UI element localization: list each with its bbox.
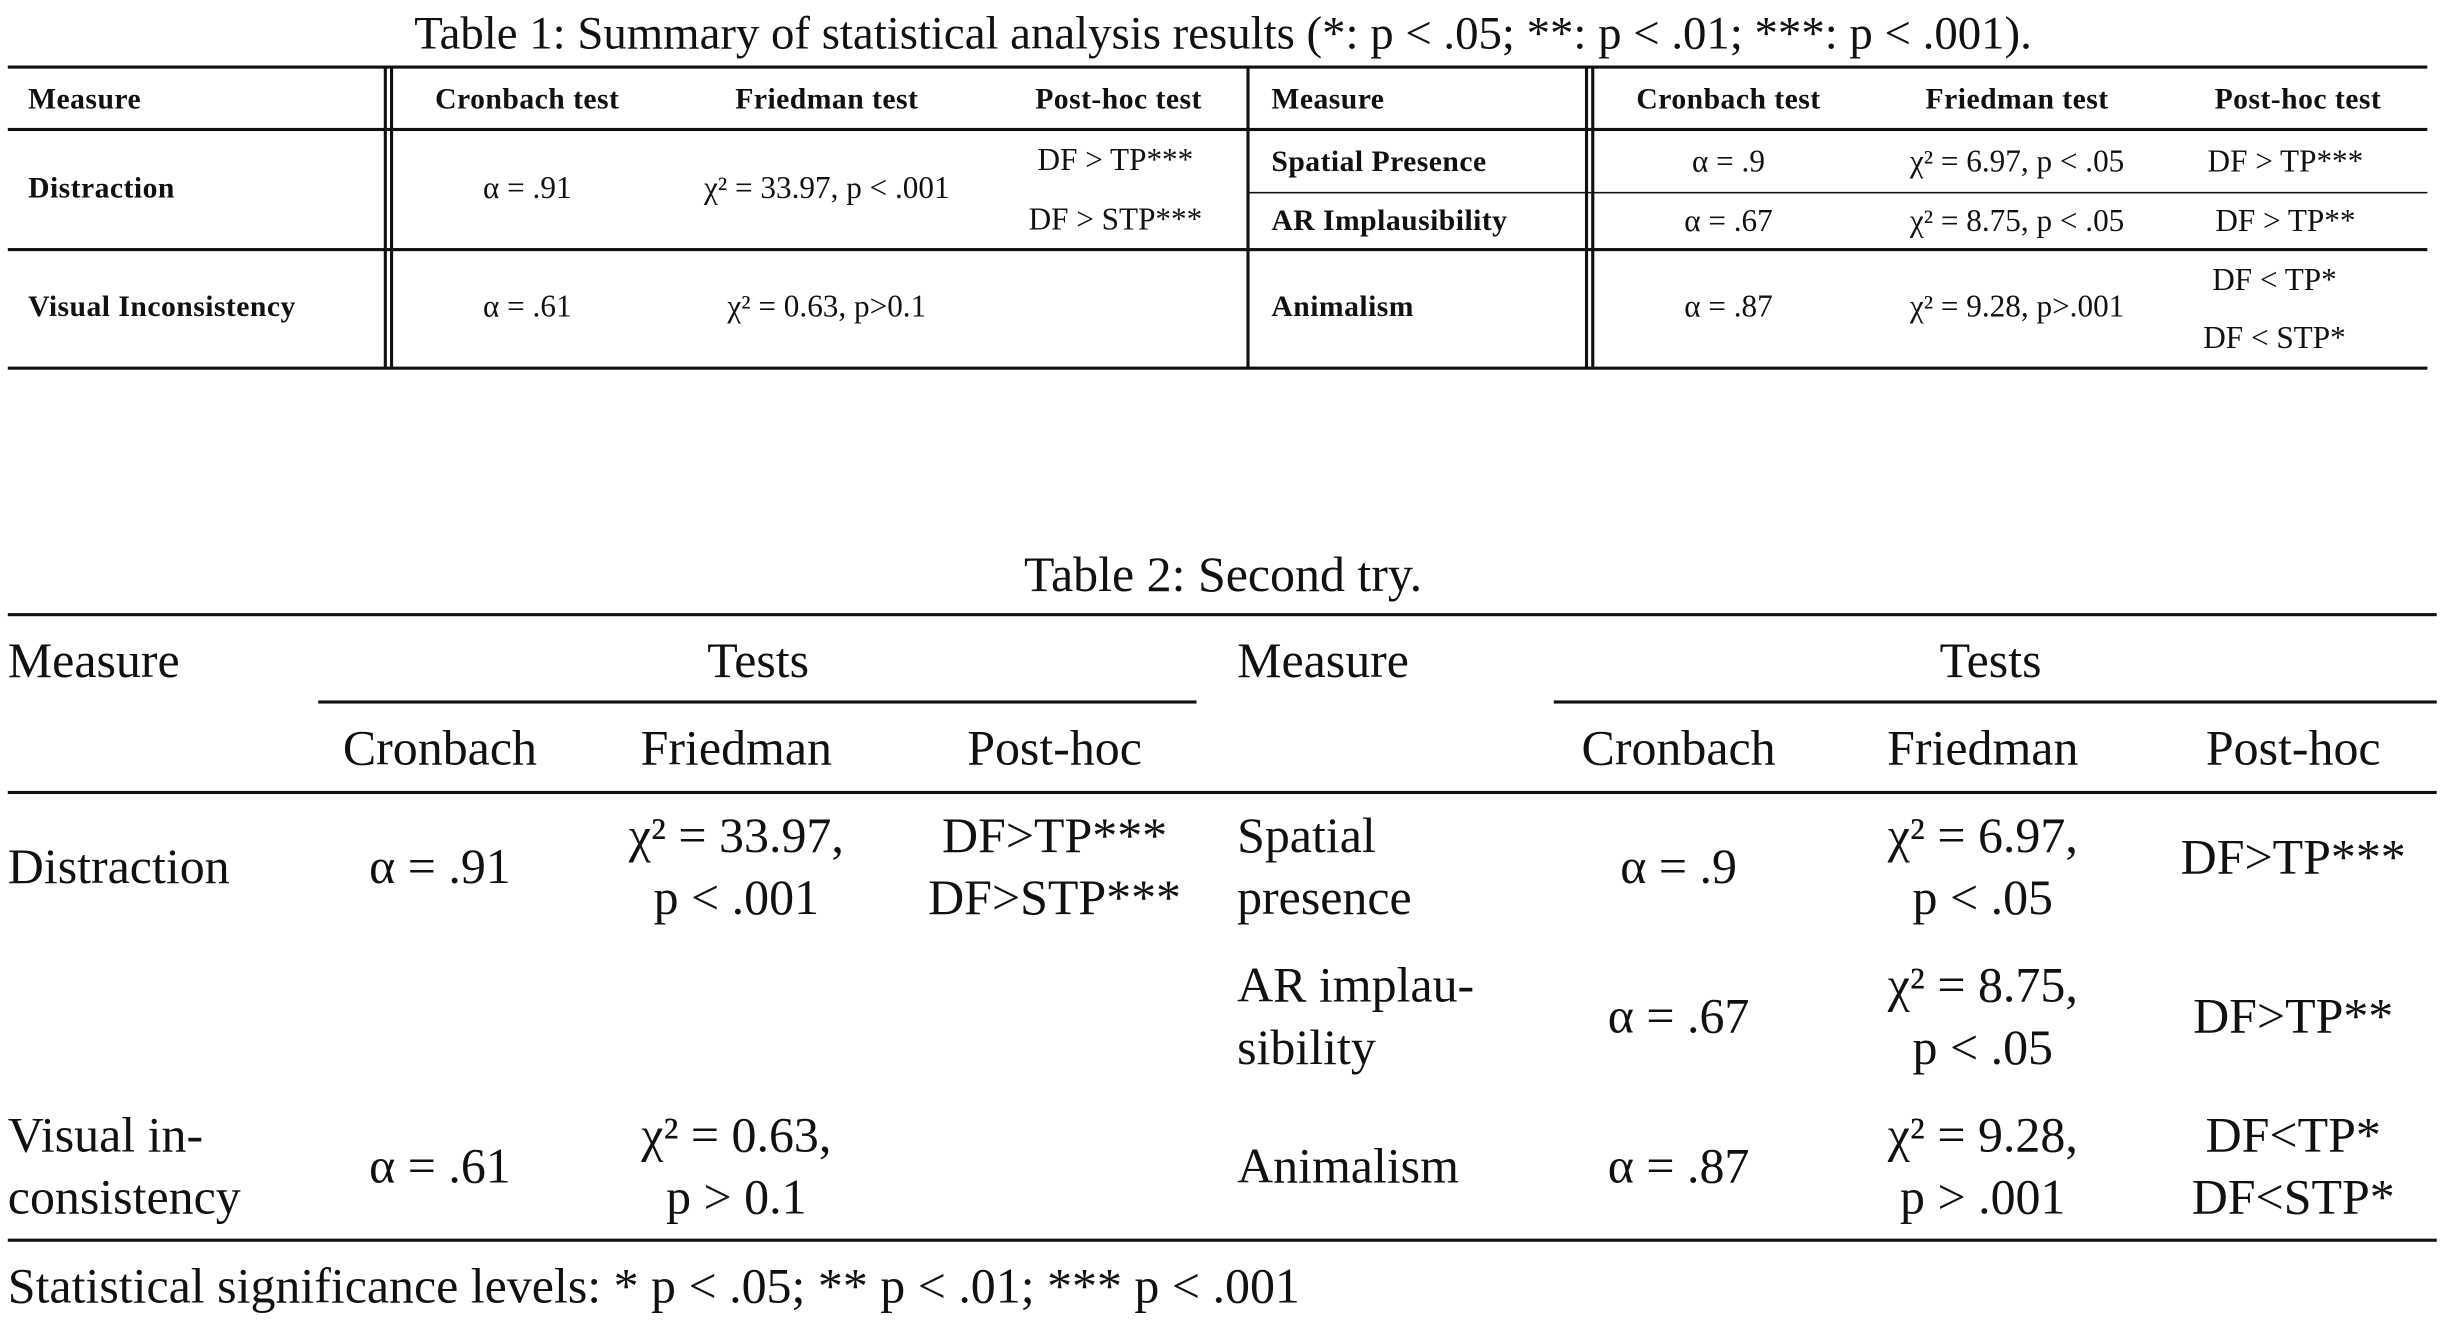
column-header: Measure: [28, 83, 142, 117]
friedman: χ² = 33.97,: [628, 806, 844, 863]
rule: [1248, 191, 2428, 193]
posthoc: DF > TP***: [1037, 143, 1194, 178]
rule: [7, 128, 2428, 131]
posthoc: DF < TP*: [2212, 263, 2337, 298]
column-header: Measure: [1271, 83, 1385, 117]
measure: consistency: [7, 1168, 241, 1225]
rule: [390, 67, 393, 369]
column-header: Cronbach test: [1636, 83, 1821, 117]
column-group: Tests: [1939, 631, 2042, 688]
friedman: p > .001: [1900, 1168, 2066, 1225]
cronbach: α = .67: [1607, 987, 1750, 1044]
measure: sibility: [1237, 1018, 1376, 1075]
friedman: p < .05: [1912, 1018, 2053, 1075]
measure: Visual in-: [7, 1106, 204, 1163]
rule: [384, 67, 387, 369]
rule: [1585, 67, 1588, 369]
friedman: χ² = 0.63, p>0.1: [727, 290, 927, 325]
rule: [1247, 67, 1249, 369]
posthoc: DF < STP*: [2203, 321, 2346, 356]
footnote: Statistical significance levels: * p < .…: [7, 1257, 1300, 1314]
posthoc: DF<TP*: [2205, 1106, 2381, 1163]
column-header: Friedman test: [735, 83, 919, 117]
cronbach: α = .87: [1607, 1137, 1750, 1194]
friedman: χ² = 8.75,: [1887, 956, 2078, 1013]
column-header: Post-hoc test: [2214, 83, 2382, 117]
friedman: χ² = 6.97, p < .05: [1909, 145, 2125, 180]
friedman: χ² = 0.63,: [641, 1106, 832, 1163]
measure: Animalism: [1271, 290, 1414, 324]
column-header: Measure: [1237, 631, 1409, 688]
cronbach: α = .87: [1684, 290, 1773, 325]
friedman: p < .05: [1912, 868, 2053, 926]
caption: Table 2: Second try.: [1024, 546, 1423, 603]
measure: Distraction: [7, 837, 230, 894]
column-header: Friedman: [1887, 719, 2079, 776]
friedman: χ² = 9.28,: [1887, 1106, 2078, 1163]
rule: [318, 701, 1197, 703]
friedman: p > 0.1: [666, 1168, 807, 1225]
posthoc: DF>STP***: [928, 868, 1181, 926]
measure: presence: [1237, 868, 1412, 926]
cronbach: α = .61: [369, 1137, 511, 1194]
measure: AR Implausibility: [1271, 205, 1508, 238]
rule: [7, 248, 2428, 251]
cronbach: α = .91: [369, 837, 511, 894]
friedman: χ² = 9.28, p>.001: [1909, 290, 2125, 325]
cronbach: α = .9: [1620, 837, 1737, 894]
column-header: Friedman test: [1925, 83, 2109, 117]
column-header: Cronbach: [342, 719, 537, 776]
posthoc: DF > STP***: [1028, 202, 1203, 238]
column-header: Measure: [7, 631, 180, 688]
rule: [7, 612, 2437, 617]
column-header: Friedman: [640, 719, 832, 776]
friedman: χ² = 33.97, p < .001: [703, 171, 950, 206]
column-header: Cronbach: [1581, 719, 1776, 776]
measure: Visual Inconsistency: [28, 290, 296, 324]
posthoc: DF>TP***: [2180, 828, 2406, 885]
measure: Spatial: [1237, 806, 1376, 863]
rule: [7, 65, 2428, 70]
friedman: p < .001: [653, 868, 820, 926]
cronbach: α = .91: [483, 171, 572, 206]
column-header: Post-hoc test: [1035, 83, 1202, 117]
rule: [7, 1238, 2437, 1243]
measure: Spatial Presence: [1271, 145, 1487, 179]
measure: AR implau-: [1237, 956, 1475, 1013]
rule: [1591, 67, 1594, 369]
measure: Distraction: [28, 172, 175, 206]
column-group: Tests: [707, 631, 810, 688]
cronbach: α = .67: [1684, 204, 1773, 239]
posthoc: DF > TP**: [2215, 204, 2356, 239]
rule: [7, 791, 2437, 794]
rule: [7, 366, 2428, 371]
column-header: Cronbach test: [435, 83, 620, 117]
posthoc: DF>TP***: [942, 806, 1168, 863]
friedman: χ² = 8.75, p < .05: [1909, 204, 2125, 239]
cronbach: α = .61: [483, 290, 572, 325]
posthoc: DF > TP***: [2207, 145, 2364, 180]
rule: [1553, 701, 2437, 703]
column-header: Post-hoc: [967, 719, 1142, 776]
column-header: Post-hoc: [2205, 719, 2381, 776]
cronbach: α = .9: [1692, 145, 1765, 180]
friedman: χ² = 6.97,: [1887, 806, 2078, 863]
posthoc: DF>TP**: [2193, 987, 2394, 1044]
caption: Table 1: Summary of statistical analysis…: [414, 7, 2032, 60]
measure: Animalism: [1237, 1137, 1459, 1194]
posthoc: DF<STP*: [2191, 1168, 2395, 1225]
